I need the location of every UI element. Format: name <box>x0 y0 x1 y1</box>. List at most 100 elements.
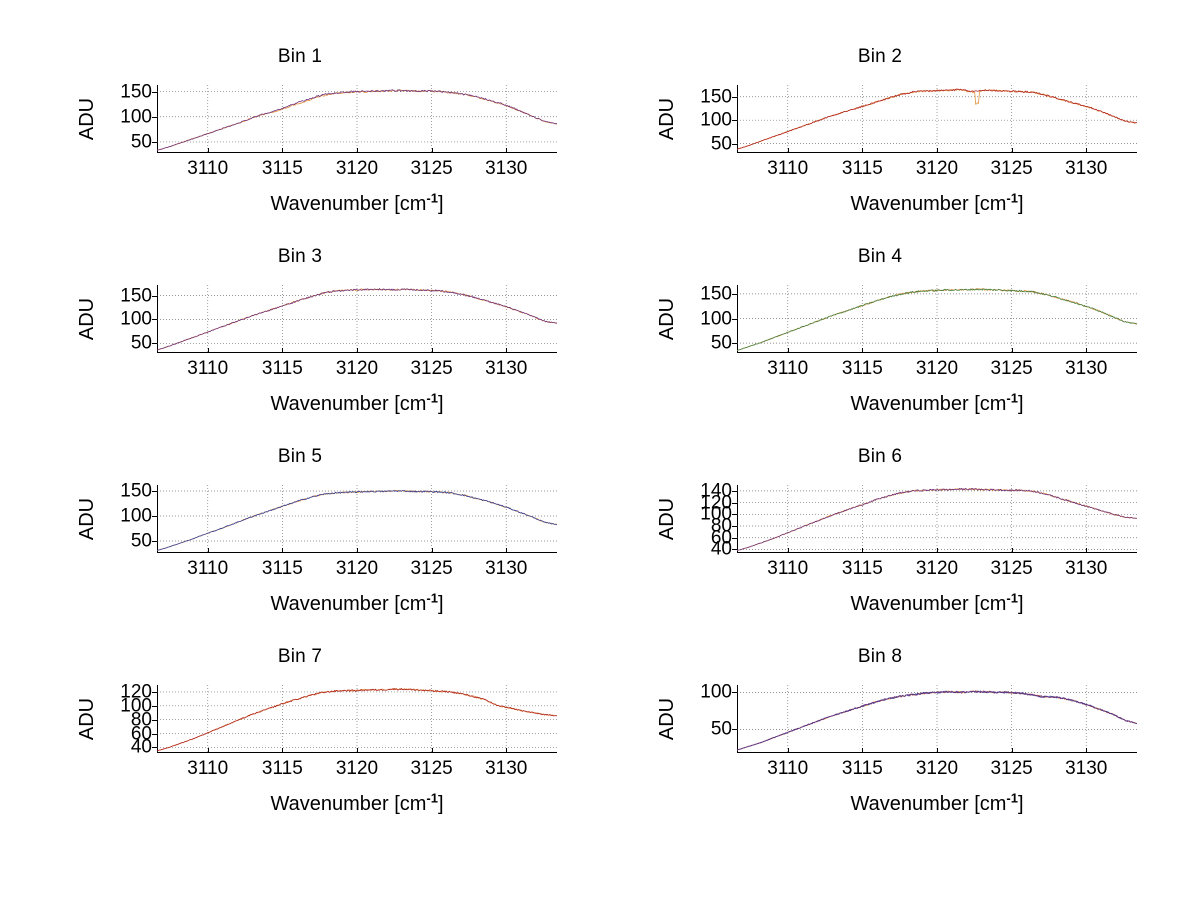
y-tick-label: 120 <box>700 492 732 514</box>
x-tick-mark <box>431 348 433 353</box>
x-tick-label: 3120 <box>335 158 379 179</box>
data-trace-trace-b <box>737 89 1137 149</box>
y-axis-label: ADU <box>656 297 678 341</box>
x-tick-mark <box>1086 548 1088 553</box>
x-axis-label: Wavenumber [cm-1] <box>157 391 557 416</box>
data-trace-trace-b <box>157 90 557 151</box>
x-tick-mark <box>1011 748 1013 753</box>
plot-axes-area: 50 100 150 3110 3115 3120 3125 3130 <box>700 284 1137 378</box>
x-tick-mark <box>937 348 938 353</box>
panel-title: Bin 1 <box>277 46 323 67</box>
y-tick-label: 100 <box>700 503 732 525</box>
x-tick-mark <box>506 548 508 553</box>
x-tick-label: 3115 <box>841 158 883 179</box>
x-axis-label-text: Wavenumber [cm <box>850 193 1007 215</box>
x-tick-mark <box>282 548 284 553</box>
y-tick-mark <box>732 537 737 539</box>
y-axis-spine <box>737 685 738 753</box>
y-tick-label: 80 <box>710 515 732 537</box>
y-tick-label: 50 <box>710 133 732 155</box>
panel-title: Bin 7 <box>277 646 323 667</box>
y-tick-label: 150 <box>700 86 732 108</box>
x-tick-mark <box>937 148 938 153</box>
y-tick-label: 150 <box>120 480 152 502</box>
x-axis-label: Wavenumber [cm-1] <box>737 590 1137 616</box>
x-axis-label-suffix: ] <box>437 593 444 615</box>
y-tick-label: 100 <box>120 308 152 330</box>
y-axis-label: ADU <box>76 97 98 141</box>
data-trace-trace-b <box>737 691 1137 750</box>
x-tick-mark <box>787 148 789 153</box>
x-tick-label: 3115 <box>841 358 883 379</box>
y-axis-spine <box>157 85 158 153</box>
x-tick-label: 3130 <box>1065 158 1108 179</box>
x-tick-mark <box>357 548 358 553</box>
x-axis-label-exponent: -1 <box>1006 790 1018 806</box>
plot-traces <box>157 285 557 353</box>
x-axis-label-text: Wavenumber [cm <box>850 593 1007 615</box>
x-axis-label-text: Wavenumber [cm <box>850 393 1007 415</box>
x-axis-label-suffix: ] <box>1017 593 1024 615</box>
plot-axes-area: 50 100 150 3110 3115 3120 3125 3130 <box>700 85 1137 178</box>
y-tick-mark <box>732 343 737 345</box>
x-tick-label: 3125 <box>410 558 453 579</box>
panel-title: Bin 2 <box>857 46 903 67</box>
x-tick-mark <box>1086 748 1088 753</box>
subplot-panel-1: Bin 1 ADU Wavenumber [cm-1] 50 100 150 3110 311… <box>0 40 600 240</box>
x-axis-label-exponent: -1 <box>426 790 438 806</box>
x-axis-label-suffix: ] <box>437 193 444 215</box>
x-tick-mark <box>787 548 789 553</box>
x-tick-label: 3115 <box>261 158 303 179</box>
data-trace-trace-a <box>737 691 1137 750</box>
plot-traces <box>737 85 1137 153</box>
x-axis-label: Wavenumber [cm-1] <box>737 391 1137 416</box>
y-tick-label: 150 <box>120 81 152 103</box>
x-tick-mark <box>506 748 508 753</box>
x-axis-label-text: Wavenumber [cm <box>270 393 427 415</box>
y-tick-mark <box>152 295 157 297</box>
x-tick-label: 3110 <box>187 758 229 779</box>
x-axis-label-exponent: -1 <box>1006 590 1018 606</box>
x-tick-label: 3125 <box>990 158 1033 179</box>
y-tick-mark <box>732 293 737 295</box>
x-axis-label: Wavenumber [cm-1] <box>157 790 557 816</box>
y-tick-mark <box>152 719 157 721</box>
x-axis-label-suffix: ] <box>1017 193 1024 215</box>
y-tick-mark <box>152 116 157 118</box>
x-tick-mark <box>862 548 864 553</box>
x-tick-mark <box>1086 348 1088 353</box>
y-tick-mark <box>732 549 737 551</box>
plot-axes-area: 50 100 150 3110 3115 3120 3125 3130 <box>120 285 557 378</box>
plot-axes-area: 40 60 80 100 120 140 3110 3115 3120 3125 3130 <box>700 481 1137 578</box>
data-trace-trace-b <box>157 490 557 550</box>
x-axis-label: Wavenumber [cm-1] <box>737 191 1137 216</box>
x-tick-label: 3120 <box>915 758 959 779</box>
data-trace-trace-b <box>157 688 557 751</box>
y-axis-spine <box>737 285 738 353</box>
x-tick-label: 3125 <box>410 158 453 179</box>
y-axis-label: ADU <box>656 497 678 541</box>
x-tick-label: 3130 <box>1065 358 1108 379</box>
grid-lines <box>737 85 1137 153</box>
y-tick-mark <box>732 318 737 320</box>
x-tick-label: 3130 <box>485 158 528 179</box>
x-axis-label: Wavenumber [cm-1] <box>157 191 557 216</box>
x-tick-mark <box>431 548 433 553</box>
grid-lines <box>737 285 1137 353</box>
grid-lines <box>157 85 557 153</box>
plot-traces <box>157 85 557 153</box>
x-tick-mark <box>207 748 209 753</box>
x-tick-mark <box>506 348 508 353</box>
y-axis-label: ADU <box>656 97 678 141</box>
y-axis-label: ADU <box>76 297 98 341</box>
x-axis-label-suffix: ] <box>437 793 444 815</box>
y-tick-label: 50 <box>130 530 152 552</box>
grid-lines <box>157 685 557 753</box>
grid-lines <box>157 285 557 353</box>
panel-title: Bin 4 <box>857 246 903 267</box>
x-tick-label: 3110 <box>767 158 809 179</box>
x-tick-mark <box>1011 148 1013 153</box>
x-tick-label: 3120 <box>335 358 379 379</box>
x-tick-mark <box>862 348 864 353</box>
y-tick-label: 50 <box>710 332 732 354</box>
